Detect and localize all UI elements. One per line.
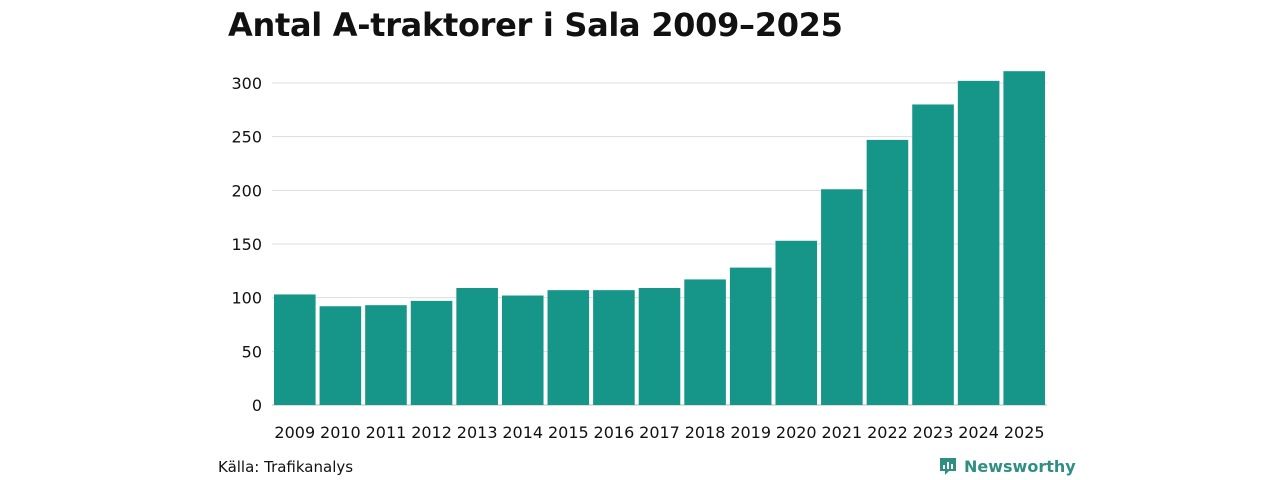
x-tick-label: 2018 xyxy=(685,423,726,442)
x-tick-label: 2016 xyxy=(594,423,635,442)
x-tick-label: 2013 xyxy=(457,423,498,442)
bar-2022[interactable] xyxy=(866,139,909,406)
source-note: Källa: Trafikanalys xyxy=(218,458,354,476)
x-axis-ticks: 2009 2010 2011 2012 2013 2014 2015 2016 2017 2018… xyxy=(274,423,1044,442)
bar-2017[interactable] xyxy=(638,288,681,405)
y-tick-label: 50 xyxy=(242,342,262,361)
x-tick-label: 2011 xyxy=(366,423,407,442)
y-tick-label: 100 xyxy=(231,289,262,308)
brand-logo[interactable]: Newsworthy xyxy=(938,456,1076,476)
bar-2020[interactable] xyxy=(775,240,818,405)
bar-2012[interactable] xyxy=(410,300,453,405)
x-tick-label: 2021 xyxy=(821,423,862,442)
bar-2016[interactable] xyxy=(593,290,635,405)
bar-2021[interactable] xyxy=(821,189,863,405)
x-tick-label: 2012 xyxy=(411,423,452,442)
bar-2018[interactable] xyxy=(684,279,726,405)
bar-2014[interactable] xyxy=(501,295,544,405)
bar-2013[interactable] xyxy=(456,288,498,405)
y-tick-label: 150 xyxy=(231,235,262,254)
bar-2010[interactable] xyxy=(319,306,362,405)
x-tick-label: 2025 xyxy=(1004,423,1045,442)
x-tick-label: 2022 xyxy=(867,423,908,442)
y-tick-label: 200 xyxy=(231,181,262,200)
chart-title: Antal A-traktorer i Sala 2009–2025 xyxy=(228,6,843,44)
y-tick-label: 0 xyxy=(252,396,262,415)
bars xyxy=(274,71,1045,406)
y-tick-label: 250 xyxy=(231,128,262,147)
bar-2011[interactable] xyxy=(365,305,407,405)
bar-2025[interactable] xyxy=(1003,71,1045,406)
x-tick-label: 2020 xyxy=(776,423,817,442)
bar-2009[interactable] xyxy=(274,294,316,405)
brand-label: Newsworthy xyxy=(964,456,1076,476)
y-tick-label: 300 xyxy=(231,74,262,93)
y-axis-ticks: 0 50 100 150 200 250 300 xyxy=(231,74,262,415)
x-tick-label: 2017 xyxy=(639,423,680,442)
x-tick-label: 2010 xyxy=(320,423,361,442)
x-tick-label: 2014 xyxy=(502,423,543,442)
x-tick-label: 2024 xyxy=(958,423,999,442)
x-tick-label: 2009 xyxy=(274,423,315,442)
bar-2024[interactable] xyxy=(957,80,1000,405)
newsworthy-logo-icon xyxy=(940,458,956,475)
x-tick-label: 2023 xyxy=(913,423,954,442)
x-tick-label: 2019 xyxy=(730,423,771,442)
bar-2015[interactable] xyxy=(547,290,590,405)
bar-2023[interactable] xyxy=(912,104,954,405)
x-tick-label: 2015 xyxy=(548,423,589,442)
bar-2019[interactable] xyxy=(729,267,772,405)
